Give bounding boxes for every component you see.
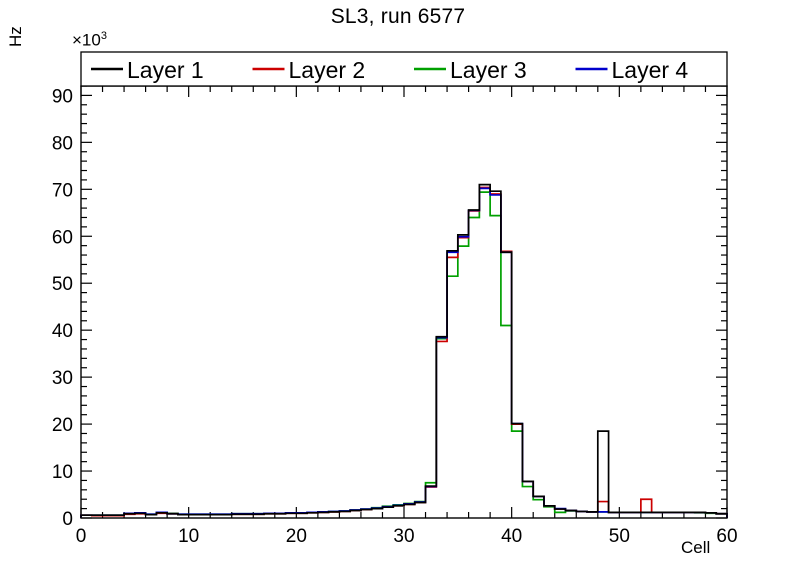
- y-tick-label: 90: [52, 86, 73, 107]
- chart-title: SL3, run 6577: [330, 5, 466, 28]
- x-tick-label: 20: [286, 526, 307, 547]
- data-series-group: [80, 183, 728, 518]
- legend-label-layer-3: Layer 3: [450, 57, 527, 83]
- series-line-layer-2: [80, 186, 728, 518]
- y-tick-label: 50: [52, 274, 73, 295]
- legend-label-layer-4: Layer 4: [612, 57, 689, 83]
- series-line-layer-4: [80, 187, 728, 518]
- y-tick-label: 70: [52, 180, 73, 201]
- x-tick-label: 0: [76, 526, 87, 547]
- y-axis-ticks: 0 10 20 30 40 50 60 70 80 90: [52, 85, 727, 530]
- legend-label-layer-2: Layer 2: [289, 57, 366, 83]
- y-axis-exponent-prefix: ×10: [72, 30, 101, 50]
- legend: Layer 1 Layer 2 Layer 3 Layer 4: [80, 51, 728, 87]
- x-tick-label: 10: [178, 526, 199, 547]
- y-tick-label: 10: [52, 462, 73, 483]
- x-tick-label: 40: [501, 526, 522, 547]
- y-axis-exponent-power: 3: [100, 30, 107, 42]
- y-tick-label: 30: [52, 368, 73, 389]
- x-axis-label: Cell: [681, 538, 711, 557]
- x-tick-label: 30: [393, 526, 414, 547]
- series-line-layer-3: [80, 191, 728, 518]
- y-tick-label: 20: [52, 415, 73, 436]
- y-tick-label: 0: [62, 509, 73, 530]
- x-axis-ticks: 0 10 20 30 40 50 60: [76, 86, 738, 547]
- y-tick-label: 80: [52, 133, 73, 154]
- y-tick-label: 40: [52, 321, 73, 342]
- axis-frame: [80, 85, 728, 519]
- series-line-layer-1: [80, 183, 728, 518]
- y-tick-label: 60: [52, 227, 73, 248]
- x-tick-label: 50: [609, 526, 630, 547]
- y-axis-exponent: ×103: [72, 30, 107, 51]
- legend-label-layer-1: Layer 1: [127, 57, 204, 83]
- x-tick-label: 60: [716, 526, 737, 547]
